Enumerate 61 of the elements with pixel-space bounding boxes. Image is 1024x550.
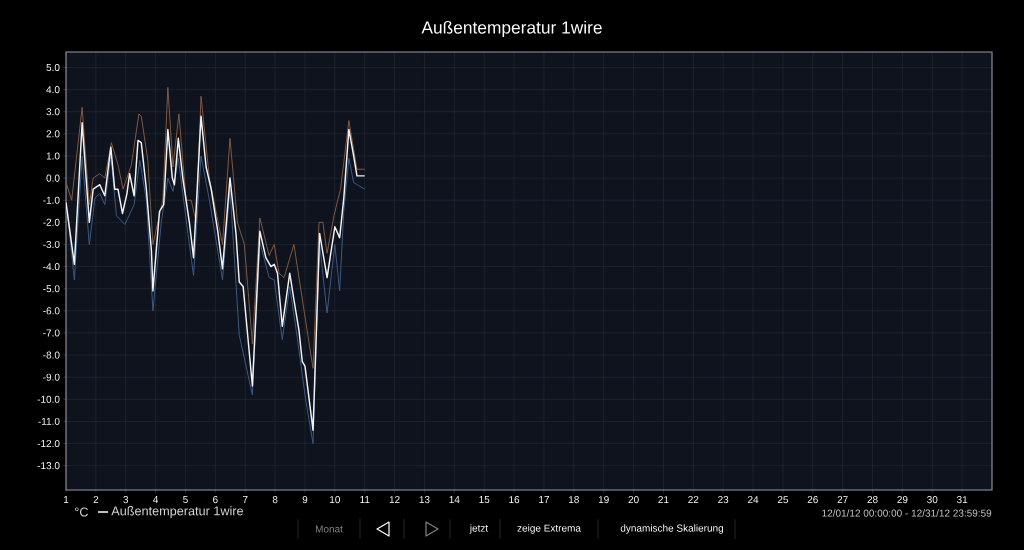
x-tick-label: 2 bbox=[93, 496, 99, 504]
x-tick-label: 28 bbox=[867, 496, 878, 504]
x-tick-label: 3 bbox=[123, 496, 129, 504]
x-tick-label: 17 bbox=[539, 496, 549, 503]
chart-title: Außentemperatur 1wire bbox=[421, 20, 602, 38]
y-tick-label: 4.0 bbox=[46, 86, 60, 94]
x-tick-label: 5 bbox=[183, 496, 188, 504]
x-tick-label: 16 bbox=[509, 496, 520, 504]
x-tick-label: 24 bbox=[747, 496, 759, 504]
x-tick-label: 21 bbox=[658, 496, 669, 504]
x-tick-label: 6 bbox=[213, 496, 218, 504]
x-tick-label: 7 bbox=[242, 496, 248, 503]
y-tick-label: -5.0 bbox=[43, 285, 60, 293]
x-tick-label: 18 bbox=[569, 496, 579, 504]
x-tick-label: 1 bbox=[63, 496, 69, 503]
y-tick-label: -11.0 bbox=[38, 417, 60, 425]
text: 12/01/12 00:00:00 - 12/31/12 23:59:59 bbox=[822, 509, 992, 517]
text: zeige Extrema bbox=[517, 524, 581, 534]
y-tick-label: -1.0 bbox=[43, 196, 60, 204]
x-tick-label: 31 bbox=[956, 496, 968, 504]
y-tick-label: -13.0 bbox=[37, 462, 60, 470]
text: Monat bbox=[315, 525, 343, 533]
y-tick-label: -2.0 bbox=[43, 218, 60, 226]
y-tick-label: -3.0 bbox=[43, 240, 60, 248]
legend-label: Außentemperatur 1wire bbox=[111, 506, 244, 518]
text: jetzt bbox=[469, 524, 489, 534]
y-tick-label: -7.0 bbox=[43, 329, 60, 337]
x-tick-label: 22 bbox=[688, 496, 699, 504]
x-tick-label: 10 bbox=[330, 496, 341, 504]
y-tick-label: -12.0 bbox=[37, 440, 60, 448]
y-tick-label: 0.0 bbox=[46, 174, 60, 182]
x-tick-label: 4 bbox=[153, 496, 159, 503]
line-series bbox=[66, 86, 366, 369]
line-series bbox=[66, 115, 366, 432]
x-tick-label: 25 bbox=[777, 496, 789, 504]
y-tick-label: -8.0 bbox=[43, 351, 60, 359]
y-tick-label: -10.0 bbox=[37, 395, 60, 403]
x-tick-label: 26 bbox=[807, 496, 818, 504]
text: dynamische Skalierung bbox=[620, 524, 724, 534]
x-tick-label: 11 bbox=[360, 496, 370, 503]
text: °C bbox=[75, 507, 89, 517]
x-tick-label: 19 bbox=[598, 496, 609, 504]
x-tick-label: 20 bbox=[628, 496, 639, 504]
y-tick-label: -6.0 bbox=[43, 307, 60, 315]
x-tick-label: 12 bbox=[389, 496, 400, 504]
x-tick-label: 15 bbox=[479, 496, 490, 504]
line-series bbox=[66, 155, 366, 445]
x-tick-label: 30 bbox=[927, 496, 938, 504]
x-tick-label: 13 bbox=[419, 496, 430, 504]
y-tick-label: -4.0 bbox=[43, 263, 60, 271]
y-tick-label: 2.0 bbox=[46, 130, 60, 138]
x-tick-label: 14 bbox=[449, 496, 460, 503]
x-tick-label: 27 bbox=[837, 496, 848, 504]
x-tick-label: 9 bbox=[302, 496, 308, 504]
x-tick-label: 29 bbox=[897, 496, 908, 504]
y-tick-label: 1.0 bbox=[46, 152, 60, 160]
x-tick-label: 23 bbox=[718, 496, 729, 504]
x-tick-label: 8 bbox=[272, 496, 278, 504]
y-tick-label: 3.0 bbox=[46, 108, 60, 116]
y-tick-label: 5.0 bbox=[46, 63, 60, 72]
y-tick-label: -9.0 bbox=[43, 373, 60, 381]
